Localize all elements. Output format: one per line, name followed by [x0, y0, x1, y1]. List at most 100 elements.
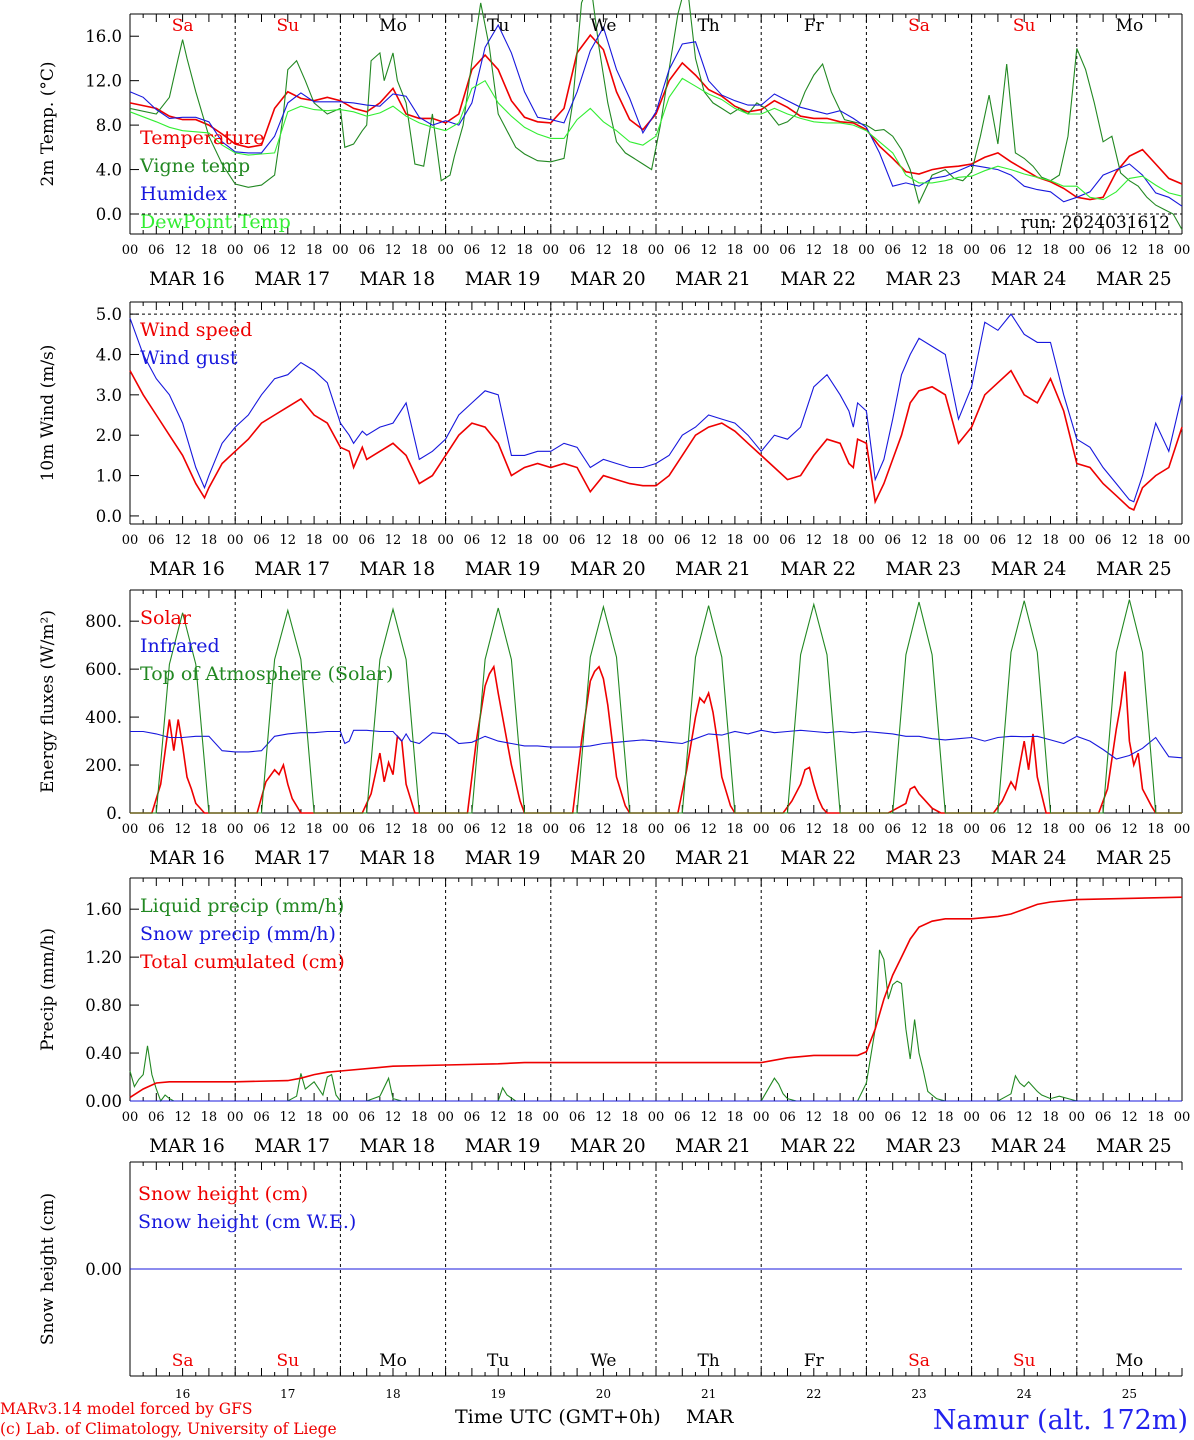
date-label: MAR 23	[886, 1136, 962, 1157]
hour-tick-label: 00	[753, 243, 770, 258]
hour-tick-label: 06	[1095, 822, 1112, 837]
hour-tick-label: 12	[1121, 243, 1138, 258]
hour-tick-label: 00	[1174, 243, 1191, 258]
date-label: MAR 19	[465, 559, 541, 580]
hour-tick-label: 18	[937, 533, 954, 548]
day-number-label: 22	[806, 1387, 821, 1401]
hour-tick-label: 06	[674, 243, 691, 258]
hour-tick-label: 12	[911, 243, 928, 258]
hour-tick-label: 18	[1042, 1110, 1059, 1125]
panel-5: 0.00 Snow height (cm) Snow height (cm) Snow…	[38, 1161, 1183, 1401]
y-tick-label: 0.80	[85, 996, 122, 1015]
day-of-week-label: Sa	[172, 1351, 194, 1371]
day-number-label: 16	[175, 1387, 190, 1401]
hour-tick-label: 18	[832, 243, 849, 258]
hour-tick-label: 12	[490, 533, 507, 548]
y-axis-label: Snow height (cm)	[38, 1193, 58, 1345]
hour-tick-label: 18	[201, 243, 218, 258]
hour-tick-label: 12	[700, 822, 717, 837]
run-label: run: 2024031612	[1021, 213, 1170, 233]
day-of-week-label: Th	[697, 1351, 719, 1371]
y-tick-label: 0.0	[96, 205, 122, 224]
hour-tick-label: 12	[700, 533, 717, 548]
hour-tick-label: 06	[1095, 243, 1112, 258]
day-of-week-label: Sa	[172, 16, 194, 36]
y-tick-label: 4.0	[96, 345, 122, 364]
y-tick-label: 16.0	[85, 27, 122, 46]
hour-tick-label: 06	[358, 1110, 375, 1125]
station-label: Namur (alt. 172m)	[933, 1405, 1188, 1436]
date-label: MAR 16	[149, 1136, 225, 1157]
model-credit: MARv3.14 model forced by GFS	[0, 1400, 252, 1418]
hour-tick-label: 18	[516, 533, 533, 548]
hour-tick-label: 12	[280, 822, 297, 837]
hour-tick-label: 18	[1147, 1110, 1164, 1125]
day-of-week-label: Sa	[908, 1351, 930, 1371]
date-label: MAR 17	[254, 848, 330, 869]
hour-tick-label: 12	[700, 243, 717, 258]
hour-tick-label: 12	[911, 1110, 928, 1125]
hour-tick-label: 12	[1121, 533, 1138, 548]
hour-tick-label: 18	[516, 1110, 533, 1125]
legend-entry: Snow height (cm)	[138, 1183, 308, 1205]
hour-tick-label: 18	[201, 1110, 218, 1125]
y-tick-label: 0.0	[96, 507, 122, 526]
hour-tick-label: 18	[516, 243, 533, 258]
date-label: MAR 18	[360, 848, 436, 869]
hour-tick-label: 18	[1042, 243, 1059, 258]
hour-tick-label: 18	[937, 243, 954, 258]
hour-tick-label: 06	[253, 533, 270, 548]
date-label: MAR 17	[254, 269, 330, 290]
hour-tick-label: 00	[122, 822, 139, 837]
y-tick-label: 1.60	[85, 900, 122, 919]
date-label: MAR 21	[675, 559, 751, 580]
hour-tick-label: 12	[1016, 1110, 1033, 1125]
hour-tick-label: 00	[332, 822, 349, 837]
legend-entry: Infrared	[140, 635, 220, 657]
hour-tick-label: 06	[464, 822, 481, 837]
hour-tick-label: 18	[411, 1110, 428, 1125]
day-of-week-label: Fr	[804, 16, 825, 36]
date-label: MAR 24	[991, 559, 1067, 580]
date-label: MAR 25	[1096, 559, 1172, 580]
date-label: MAR 19	[465, 848, 541, 869]
y-tick-label: 600.	[85, 660, 122, 679]
legend-entry: Snow height (cm W.E.)	[138, 1211, 356, 1233]
date-label: MAR 25	[1096, 848, 1172, 869]
day-number-label: 25	[1122, 1387, 1137, 1401]
hour-tick-label: 12	[1016, 243, 1033, 258]
hour-tick-label: 00	[1174, 1110, 1191, 1125]
day-of-week-label: Tu	[487, 16, 509, 36]
hour-tick-label: 18	[411, 533, 428, 548]
legend-entry: Top of Atmosphere (Solar)	[140, 663, 393, 685]
hour-tick-label: 00	[543, 822, 560, 837]
y-tick-label: 200.	[85, 756, 122, 775]
date-label: MAR 18	[360, 269, 436, 290]
hour-tick-label: 18	[306, 1110, 323, 1125]
hour-tick-label: 12	[174, 822, 191, 837]
hour-tick-label: 00	[648, 822, 665, 837]
hour-tick-label: 00	[1069, 533, 1086, 548]
legend-entry: Total cumulated (cm)	[140, 951, 345, 973]
date-label: MAR 22	[780, 559, 856, 580]
day-number-label: 19	[491, 1387, 506, 1401]
date-label: MAR 19	[465, 269, 541, 290]
hour-tick-label: 06	[464, 533, 481, 548]
y-tick-label: 800.	[85, 612, 122, 631]
date-label: MAR 25	[1096, 1136, 1172, 1157]
hour-tick-label: 06	[674, 1110, 691, 1125]
hour-tick-label: 06	[779, 822, 796, 837]
hour-tick-label: 18	[201, 533, 218, 548]
hour-tick-label: 06	[253, 822, 270, 837]
hour-tick-label: 12	[595, 243, 612, 258]
hour-tick-label: 06	[358, 533, 375, 548]
hour-tick-label: 00	[437, 1110, 454, 1125]
hour-tick-label: 18	[937, 822, 954, 837]
date-label: MAR 22	[780, 1136, 856, 1157]
date-label: MAR 23	[886, 559, 962, 580]
day-of-week-label: We	[590, 16, 616, 36]
y-tick-label: 0.00	[85, 1260, 122, 1279]
day-of-week-label: Th	[697, 16, 719, 36]
y-axis-label: Precip (mm/h)	[38, 928, 58, 1051]
date-label: MAR 20	[570, 269, 646, 290]
